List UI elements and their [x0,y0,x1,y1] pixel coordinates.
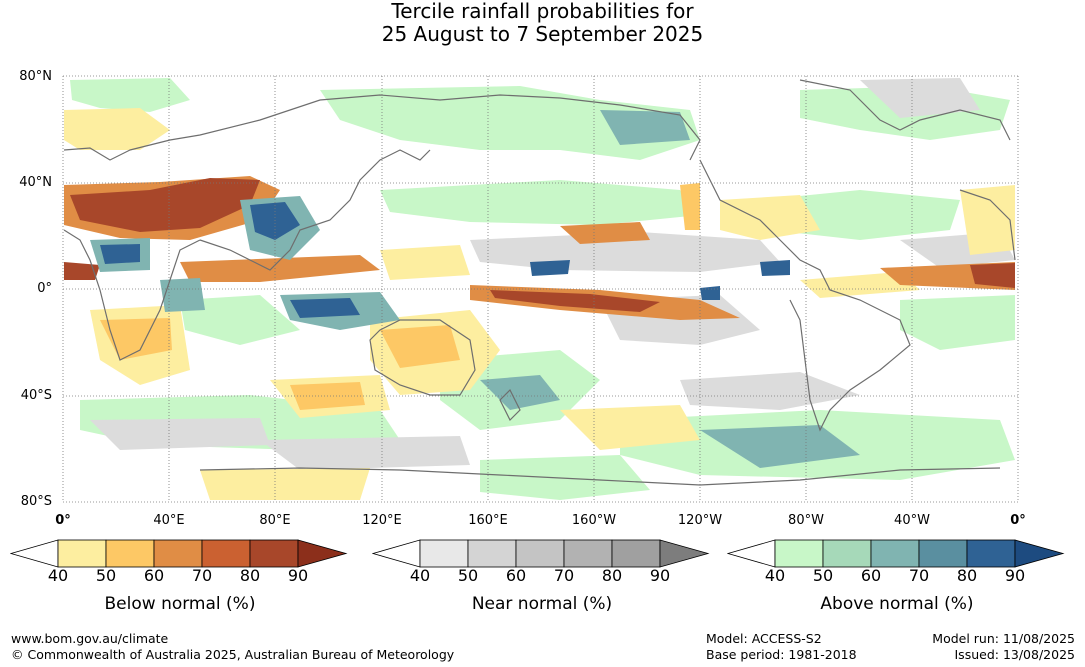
colorbar-bin-3 [515,539,565,568]
colorbar-bin-1 [419,539,469,568]
lon-label-0-east: 0° [1010,513,1026,528]
lon-label-160w: 160°W [571,513,617,528]
lon-label-80w: 80°W [788,513,824,528]
below-normal-tick-50: 50 [95,566,117,585]
lon-label-40e: 40°E [153,513,185,528]
above-normal-80-patches [100,202,790,318]
below-normal-tick-90: 90 [287,566,309,585]
probability-field [64,78,1015,500]
model-run-date: Model run: 11/08/2025 [932,631,1075,646]
colorbar-bin-2 [105,539,155,568]
map-title-line2: 25 August to 7 September 2025 [381,22,704,46]
above-normal-tick-70: 70 [908,566,930,585]
colorbar-near-normal-scale [372,539,712,569]
issued-date: Issued: 13/08/2025 [954,647,1076,662]
below-normal-tick-60: 60 [143,566,165,585]
map-title: Tercile rainfall probabilities for 25 Au… [0,0,1085,46]
colorbar-min-extension [372,539,421,568]
colorbar-bin-4 [563,539,613,568]
lat-label-80n: 80°N [19,69,52,84]
footer-dates: Model run: 11/08/2025 Issued: 13/08/2025 [932,631,1075,663]
colorbar-below-normal-svg [10,539,348,568]
lon-label-0-west: 0° [55,513,71,528]
near-normal-tick-60: 60 [505,566,527,585]
colorbar-max-extension [659,539,710,568]
lon-label-120w: 120°W [677,513,723,528]
below-normal-tick-70: 70 [191,566,213,585]
colorbar-bin-1 [774,539,824,568]
colorbar-above-normal-svg [727,539,1065,568]
near-normal-tick-70: 70 [553,566,575,585]
above-normal-tick-80: 80 [956,566,978,585]
above-normal-tick-60: 60 [860,566,882,585]
below-normal-tick-40: 40 [47,566,69,585]
model-name: Model: ACCESS-S2 [706,631,822,646]
rainfall-map [0,64,1085,534]
near-normal-tick-90: 90 [649,566,671,585]
colorbar-max-extension [297,539,348,568]
colorbar-bin-2 [467,539,517,568]
coastlines [63,79,1016,486]
lon-label-40w: 40°W [894,513,930,528]
colorbar-above-normal-scale [727,539,1067,569]
colorbar-bin-3 [870,539,920,568]
lat-label-80s: 80°S [20,494,52,509]
lon-label-120e: 120°E [362,513,402,528]
colorbar-bin-3 [153,539,203,568]
colorbar-below-normal-scale [10,539,350,569]
colorbar-bin-1 [57,539,107,568]
near-normal-tick-50: 50 [457,566,479,585]
colorbar-bin-5 [249,539,299,568]
colorbar-near-normal-label: Near normal (%) [471,594,613,614]
colorbar-bin-2 [822,539,872,568]
above-normal-tick-50: 50 [812,566,834,585]
colorbar-min-extension [10,539,59,568]
colorbar-bin-4 [918,539,968,568]
near-normal-tick-80: 80 [601,566,623,585]
footer-model-info: Model: ACCESS-S2 Base period: 1981-2018 [706,631,857,663]
footer-left: www.bom.gov.au/climate © Commonwealth of… [11,631,454,663]
lon-label-80e: 80°E [259,513,291,528]
colorbar-near-normal-svg [372,539,710,568]
map-title-line1: Tercile rainfall probabilities for [391,0,694,23]
copyright-text: © Commonwealth of Australia 2025, Austra… [11,647,455,662]
colorbar-min-extension [727,539,776,568]
map-svg [62,75,1019,503]
colorbar-below-normal-label: Below normal (%) [104,594,256,614]
colorbar-max-extension [1014,539,1065,568]
base-period: Base period: 1981-2018 [706,647,857,662]
above-normal-tick-90: 90 [1004,566,1026,585]
graticule [62,75,1019,503]
above-normal-tick-40: 40 [764,566,786,585]
colorbar-bin-4 [201,539,251,568]
colorbar-bin-5 [966,539,1016,568]
bom-url: www.bom.gov.au/climate [11,631,169,646]
lat-label-40s: 40°S [20,388,52,403]
lat-label-0: 0° [37,281,52,296]
lon-label-160e: 160°E [468,513,508,528]
colorbar-above-normal-label: Above normal (%) [820,594,974,614]
below-normal-60-patches [100,183,700,410]
colorbar-bin-5 [611,539,661,568]
below-normal-80-patches [64,178,1015,312]
near-normal-tick-40: 40 [409,566,431,585]
lat-label-40n: 40°N [19,175,52,190]
below-normal-tick-80: 80 [239,566,261,585]
